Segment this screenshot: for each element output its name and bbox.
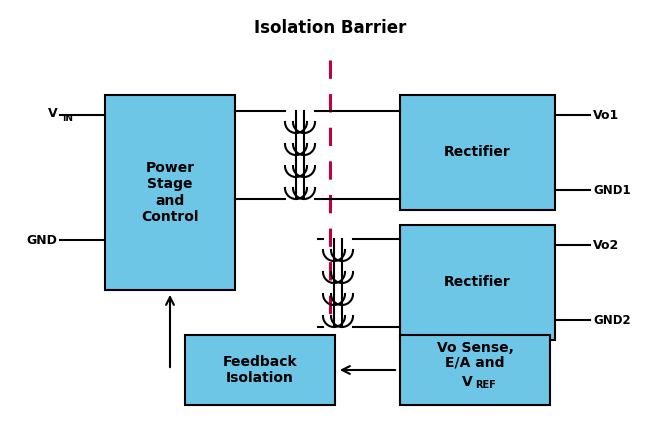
Text: V: V: [462, 375, 473, 389]
Bar: [105, 95, 235, 290]
Text: GND: GND: [26, 234, 57, 247]
Text: E/A and: E/A and: [446, 356, 505, 370]
Text: IN: IN: [62, 113, 73, 122]
Bar: [185, 335, 335, 405]
Text: Vo2: Vo2: [593, 238, 619, 252]
Text: Feedback
Isolation: Feedback Isolation: [223, 355, 297, 385]
Text: REF: REF: [475, 380, 496, 390]
Text: Vo Sense,: Vo Sense,: [436, 341, 514, 355]
Text: V: V: [48, 107, 58, 119]
Text: Vo1: Vo1: [593, 109, 619, 122]
Text: GND2: GND2: [593, 313, 631, 327]
Text: Isolation Barrier: Isolation Barrier: [254, 19, 407, 37]
Bar: [400, 225, 555, 340]
Bar: [400, 335, 550, 405]
Text: GND1: GND1: [593, 184, 631, 196]
Bar: [400, 95, 555, 210]
Text: Rectifier: Rectifier: [444, 146, 511, 160]
Text: Rectifier: Rectifier: [444, 276, 511, 289]
Text: Power
Stage
and
Control: Power Stage and Control: [141, 161, 199, 224]
